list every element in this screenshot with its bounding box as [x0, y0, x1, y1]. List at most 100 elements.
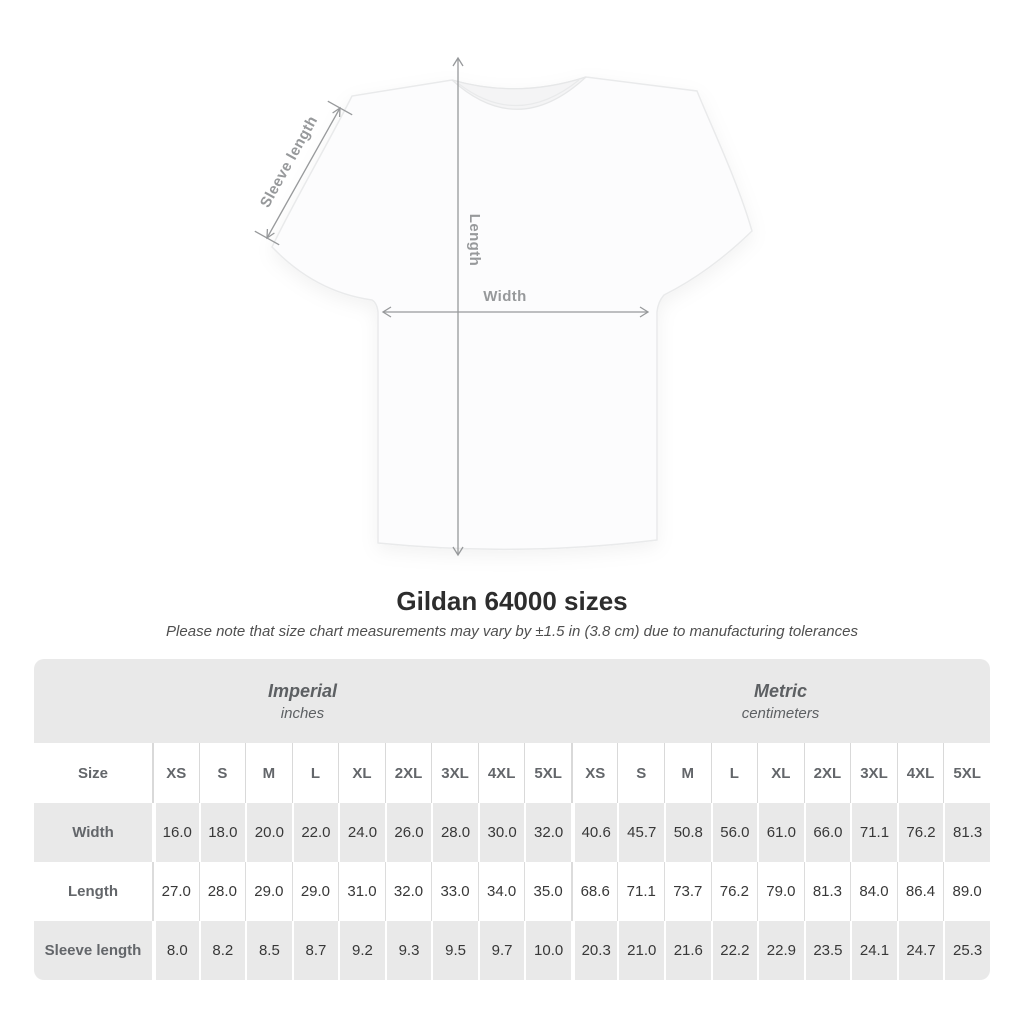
unit-band-row: Imperial inches Metric centimeters [34, 659, 990, 743]
size-header-row: Size XS S M L XL 2XL 3XL 4XL 5XL XS S M L XL 2XL 3XL 4XL… [34, 743, 990, 803]
size-header-metric: XL [757, 743, 804, 803]
table-cell: 16.0 [152, 803, 199, 862]
collar [451, 76, 587, 110]
tshirt-size-diagram: Length Width Sleeve length [254, 56, 753, 557]
table-cell: 9.3 [384, 921, 432, 980]
tshirt-body [271, 76, 753, 551]
table-cell: 8.7 [291, 921, 339, 980]
metric-label: Metric [753, 680, 807, 701]
table-cell: 81.3 [943, 803, 990, 862]
table-cell: 31.0 [338, 862, 385, 921]
tshirt-image [271, 76, 753, 551]
table-cell: 18.0 [198, 803, 246, 862]
table-cell: 8.0 [152, 921, 199, 980]
table-cell: 27.0 [152, 862, 199, 921]
table-cell: 24.0 [338, 803, 385, 862]
imperial-sublabel: inches [280, 704, 325, 722]
size-header-metric: 4XL [896, 743, 944, 803]
row-label: Length [34, 862, 152, 921]
table-cell: 34.0 [477, 862, 525, 921]
table-cell: 24.1 [850, 921, 897, 980]
sleeve-length-arrow [254, 100, 353, 246]
size-column-header: Size [34, 743, 152, 803]
table-cell: 30.0 [477, 803, 525, 862]
table-cell: 22.2 [710, 921, 758, 980]
length-arrow [452, 56, 464, 557]
size-header-metric: S [617, 743, 665, 803]
size-header-imperial: 5XL [524, 743, 571, 803]
table-cell: 56.0 [710, 803, 758, 862]
size-header-imperial: XS [152, 743, 199, 803]
size-header-metric: 2XL [803, 743, 851, 803]
collar-ribbing [458, 79, 580, 107]
tolerance-note: Please note that size chart measurements… [166, 623, 858, 640]
length-label: Length [466, 214, 483, 266]
table-cell: 45.7 [617, 803, 665, 862]
size-header-metric: XS [570, 743, 618, 803]
measurement-row: Sleeve length 8.0 8.2 8.5 8.7 9.2 9.3 9.5 9.7 10.… [34, 921, 990, 980]
size-header-imperial: M [245, 743, 292, 803]
table-cell: 25.3 [943, 921, 990, 980]
table-cell: 71.1 [617, 862, 665, 921]
table-cell: 68.6 [570, 862, 618, 921]
table-cell: 50.8 [664, 803, 711, 862]
table-cell: 8.2 [198, 921, 246, 980]
size-header-imperial: S [198, 743, 246, 803]
table-cell: 35.0 [524, 862, 571, 921]
size-chart-table: Imperial inches Metric centimeters Size … [34, 659, 990, 980]
table-cell: 86.4 [896, 862, 944, 921]
metric-band: Metric centimeters [570, 659, 990, 743]
table-cell: 73.7 [664, 862, 711, 921]
table-cell: 9.7 [477, 921, 525, 980]
tshirt-diagram-area: Length Width Sleeve length [254, 56, 753, 557]
imperial-label: Imperial [267, 680, 337, 701]
table-cell: 22.0 [291, 803, 339, 862]
page-title: Gildan 64000 sizes [396, 586, 628, 616]
table-cell: 71.1 [850, 803, 897, 862]
table-cell: 9.5 [431, 921, 478, 980]
table-cell: 66.0 [803, 803, 851, 862]
width-arrow [381, 306, 650, 318]
table-cell: 28.0 [198, 862, 246, 921]
table-cell: 89.0 [943, 862, 990, 921]
size-header-metric: M [664, 743, 711, 803]
table-cell: 40.6 [570, 803, 618, 862]
table-cell: 32.0 [384, 862, 432, 921]
table-cell: 21.0 [617, 921, 665, 980]
size-header-imperial: L [291, 743, 339, 803]
table-cell: 29.0 [245, 862, 292, 921]
measurement-row: Length 27.0 28.0 29.0 29.0 31.0 32.0 33.0 34.0 35… [34, 862, 990, 921]
table-cell: 84.0 [850, 862, 897, 921]
width-label: Width [483, 288, 527, 305]
table-cell: 76.2 [896, 803, 944, 862]
row-label: Width [34, 803, 152, 862]
table-cell: 29.0 [291, 862, 339, 921]
table-cell: 76.2 [710, 862, 758, 921]
size-header-imperial: 3XL [431, 743, 478, 803]
measurement-row: Width 16.0 18.0 20.0 22.0 24.0 26.0 28.0 30.0 32.… [34, 803, 990, 862]
size-header-metric: 3XL [850, 743, 897, 803]
table-cell: 26.0 [384, 803, 432, 862]
table-cell: 79.0 [757, 862, 804, 921]
table-cell: 10.0 [524, 921, 571, 980]
table-cell: 22.9 [757, 921, 804, 980]
size-header-imperial: XL [338, 743, 385, 803]
table-cell: 61.0 [757, 803, 804, 862]
table-cell: 21.6 [664, 921, 711, 980]
metric-sublabel: centimeters [741, 704, 820, 722]
table-cell: 20.0 [245, 803, 292, 862]
table-cell: 33.0 [431, 862, 478, 921]
table-cell: 8.5 [245, 921, 292, 980]
size-header-metric: L [710, 743, 758, 803]
size-header-metric: 5XL [943, 743, 990, 803]
size-header-imperial: 4XL [477, 743, 525, 803]
row-label: Sleeve length [34, 921, 152, 980]
size-header-imperial: 2XL [384, 743, 432, 803]
table-cell: 24.7 [896, 921, 944, 980]
table-cell: 81.3 [803, 862, 851, 921]
imperial-band: Imperial inches [34, 659, 571, 743]
table-cell: 9.2 [338, 921, 385, 980]
table-cell: 23.5 [803, 921, 851, 980]
table-cell: 32.0 [524, 803, 571, 862]
